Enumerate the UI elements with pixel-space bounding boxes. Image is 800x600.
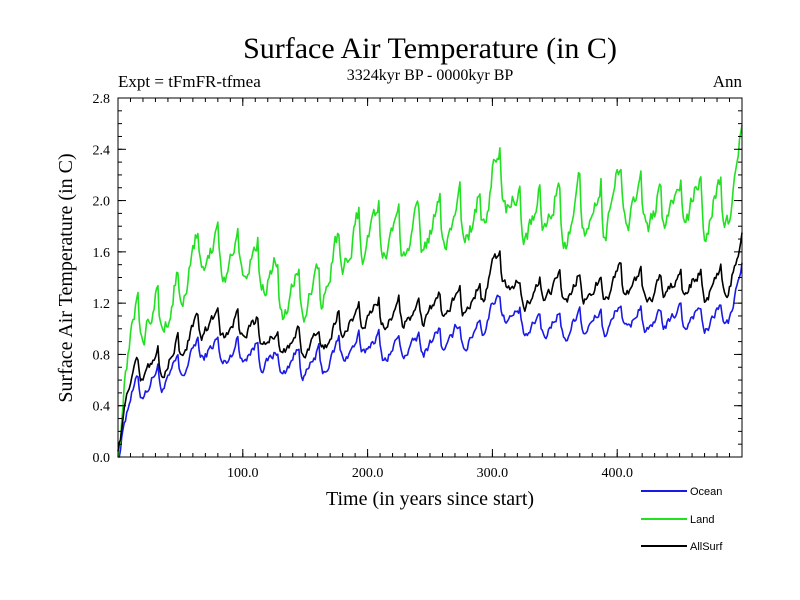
series-line-allsurf xyxy=(117,232,743,452)
legend-label-land: Land xyxy=(690,514,714,526)
legend-label-allsurf: AllSurf xyxy=(690,541,723,553)
time-range-label: 3324kyr BP - 0000kyr BP xyxy=(347,67,514,84)
x-tick-label: 100.0 xyxy=(227,466,259,481)
y-tick-label: 0.0 xyxy=(93,451,111,466)
season-label: Ann xyxy=(713,72,743,91)
y-tick-label: 0.4 xyxy=(93,400,111,415)
y-tick-label: 0.8 xyxy=(93,348,111,363)
x-tick-label: 200.0 xyxy=(352,466,384,481)
x-axis-title: Time (in years since start) xyxy=(326,488,534,510)
y-tick-label: 2.0 xyxy=(93,195,111,210)
y-axis: 0.0 0.4 0.8 1.2 1.6 2.0 2.4 2.8 xyxy=(93,92,742,466)
y-tick-label: 2.8 xyxy=(93,92,111,107)
plot-area: 0.0 0.4 0.8 1.2 1.6 2.0 2.4 2.8 100.0 200.0 300.0… xyxy=(93,92,743,481)
chart-title: Surface Air Temperature (in C) xyxy=(243,32,617,65)
series-line-land xyxy=(117,124,743,457)
x-axis: 100.0 200.0 300.0 400.0 xyxy=(129,98,731,481)
series-group xyxy=(117,124,743,458)
y-axis-title: Surface Air Temperature (in C) xyxy=(55,153,77,402)
y-tick-label: 1.2 xyxy=(93,297,111,312)
legend: Ocean Land AllSurf xyxy=(641,486,723,553)
plot-frame xyxy=(117,97,743,458)
series-line-ocean xyxy=(118,262,743,458)
legend-label-ocean: Ocean xyxy=(690,486,722,498)
x-tick-label: 300.0 xyxy=(477,466,509,481)
x-tick-label: 400.0 xyxy=(601,466,633,481)
y-tick-label: 2.4 xyxy=(93,143,111,158)
experiment-label: Expt = tFmFR-tfmea xyxy=(118,72,261,91)
y-tick-label: 1.6 xyxy=(93,246,111,261)
